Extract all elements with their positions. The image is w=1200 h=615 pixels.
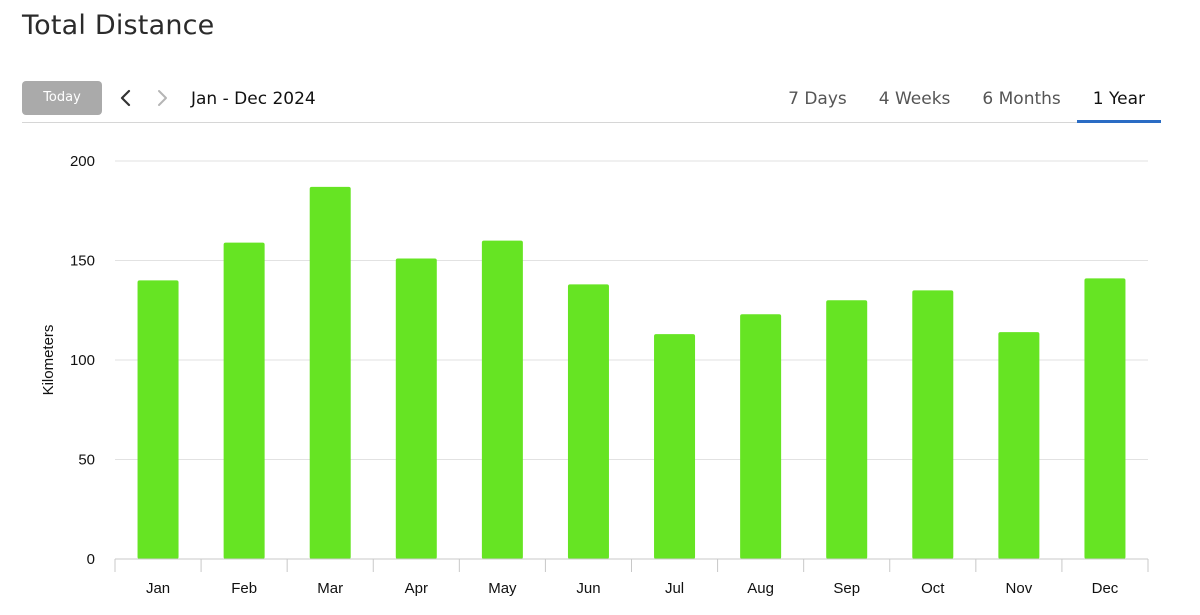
chevron-left-icon bbox=[120, 89, 131, 107]
x-tick-label: Feb bbox=[231, 580, 257, 597]
chart-bars bbox=[137, 186, 1126, 559]
y-tick-label: 50 bbox=[78, 452, 95, 469]
bar-nov[interactable] bbox=[998, 332, 1040, 559]
range-tabs: 7 Days 4 Weeks 6 Months 1 Year bbox=[772, 81, 1162, 123]
y-tick-label: 200 bbox=[70, 153, 95, 170]
x-tick-label: Jan bbox=[146, 580, 170, 597]
x-tick-label: Aug bbox=[747, 580, 774, 597]
previous-period-button[interactable] bbox=[115, 85, 137, 111]
chart-axes: 0 50 100 150 200 Jan Feb Mar Apr May Jun Jul Aug Sep O… bbox=[70, 153, 1149, 597]
x-tick-label: Jul bbox=[665, 580, 684, 597]
x-tick-label: Nov bbox=[1006, 580, 1033, 597]
bar-dec[interactable] bbox=[1084, 278, 1126, 559]
y-tick-label: 150 bbox=[70, 253, 95, 270]
x-tick-label: Dec bbox=[1092, 580, 1119, 597]
chevron-right-icon bbox=[158, 90, 167, 106]
date-range-label: Jan - Dec 2024 bbox=[191, 89, 316, 109]
x-tick-label: May bbox=[488, 580, 517, 597]
bar-mar[interactable] bbox=[309, 186, 351, 559]
next-period-button[interactable] bbox=[151, 85, 173, 111]
x-tick-label: Jun bbox=[576, 580, 600, 597]
tab-7-days[interactable]: 7 Days bbox=[788, 89, 847, 109]
bar-jan[interactable] bbox=[137, 280, 179, 559]
x-tick-label: Mar bbox=[317, 580, 343, 597]
y-axis-label: Kilometers bbox=[40, 325, 57, 396]
bar-jul[interactable] bbox=[654, 334, 696, 559]
tab-4-weeks[interactable]: 4 Weeks bbox=[878, 89, 951, 109]
bar-oct[interactable] bbox=[912, 290, 954, 559]
x-tick-label: Apr bbox=[405, 580, 428, 597]
today-button[interactable]: Today bbox=[22, 81, 102, 115]
bar-sep[interactable] bbox=[826, 300, 868, 559]
bar-jun[interactable] bbox=[567, 284, 609, 559]
toolbar: Today Jan - Dec 2024 7 Days 4 Weeks 6 Mo… bbox=[22, 81, 1162, 123]
bar-aug[interactable] bbox=[740, 314, 782, 559]
tab-6-months[interactable]: 6 Months bbox=[982, 89, 1061, 109]
y-tick-label: 0 bbox=[87, 551, 95, 568]
x-tick-label: Oct bbox=[921, 580, 945, 597]
page-title: Total Distance bbox=[22, 10, 215, 41]
x-tick-label: Sep bbox=[833, 580, 860, 597]
y-tick-label: 100 bbox=[70, 352, 95, 369]
bar-apr[interactable] bbox=[395, 258, 437, 559]
tab-1-year[interactable]: 1 Year bbox=[1076, 81, 1162, 123]
bar-feb[interactable] bbox=[223, 242, 265, 559]
distance-bar-chart: 0 50 100 150 200 Jan Feb Mar Apr May Jun Jul Aug Sep O… bbox=[40, 153, 1149, 597]
bar-may[interactable] bbox=[481, 240, 523, 559]
chart-gridlines bbox=[115, 160, 1148, 460]
